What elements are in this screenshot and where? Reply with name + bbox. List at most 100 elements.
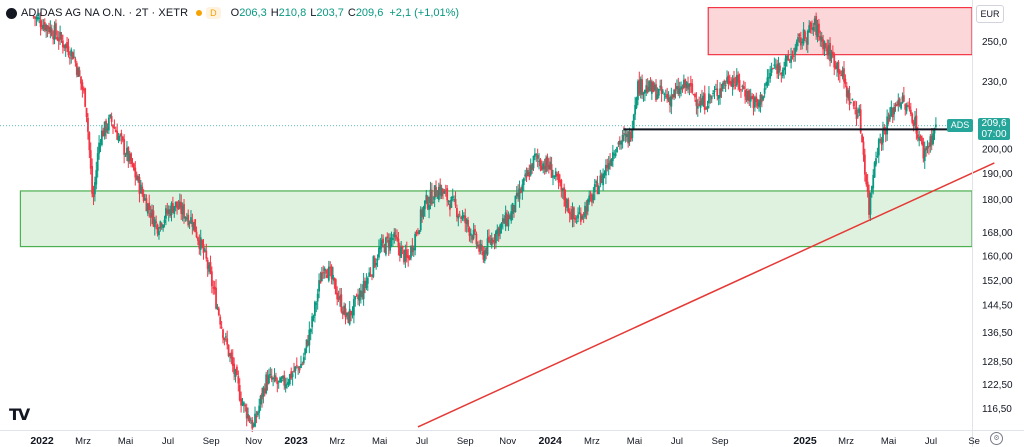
candle-body xyxy=(716,88,719,96)
candle-body xyxy=(100,130,103,145)
candle-body xyxy=(591,194,593,203)
candle-body xyxy=(428,204,430,210)
settings-gear-icon[interactable]: ⚙ xyxy=(990,432,1003,445)
trend-line[interactable] xyxy=(417,162,995,428)
candle-body xyxy=(556,174,559,177)
candle-body xyxy=(602,173,605,186)
candle-body xyxy=(389,237,391,251)
candle-body xyxy=(706,106,709,110)
candle-body xyxy=(237,376,240,384)
candle-body xyxy=(151,209,153,217)
candle-body xyxy=(319,280,322,284)
candle-body xyxy=(934,124,937,127)
resistance-zone[interactable] xyxy=(707,6,973,56)
candle-body xyxy=(436,197,439,199)
candle-body xyxy=(776,64,779,74)
x-tick-label: Mai xyxy=(881,436,896,447)
candle-body xyxy=(408,257,411,260)
symbol-title[interactable]: ADIDAS AG NA O.N. · 2T · XETR xyxy=(21,7,189,19)
candle-body xyxy=(117,135,120,142)
candle-body xyxy=(394,235,397,238)
candle-body xyxy=(41,27,43,29)
candle-body xyxy=(600,174,603,183)
candle-body xyxy=(826,47,829,55)
candle-body xyxy=(738,79,741,90)
candle-body xyxy=(692,94,695,96)
candle-body xyxy=(142,194,145,201)
candle-body xyxy=(305,339,308,348)
candle-body xyxy=(563,187,566,200)
candle-body xyxy=(677,85,680,95)
candle-body xyxy=(813,18,816,25)
candle-body xyxy=(862,141,865,155)
candle-body xyxy=(347,312,350,323)
x-tick-label: Mai xyxy=(627,436,642,447)
candle-body xyxy=(68,57,71,59)
candle-body xyxy=(696,105,699,109)
candle-body xyxy=(318,280,320,292)
candle-body xyxy=(419,209,422,231)
candle-body xyxy=(201,240,204,246)
candle-body xyxy=(194,219,197,233)
candle-body xyxy=(781,70,784,76)
candle-body xyxy=(238,385,241,401)
candle-body xyxy=(567,199,570,213)
candle-body xyxy=(107,117,110,131)
candle-body xyxy=(902,95,905,102)
candle-body xyxy=(261,393,263,400)
candle-body xyxy=(680,86,682,90)
candle-body xyxy=(838,70,841,75)
tradingview-logo-icon[interactable]: TV xyxy=(9,405,30,424)
candle-body xyxy=(102,130,105,137)
candle-body xyxy=(604,165,607,176)
candle-body xyxy=(499,225,501,234)
candle-body xyxy=(215,287,217,309)
candle-body xyxy=(514,195,517,213)
candle-body xyxy=(148,202,151,211)
candle-body xyxy=(138,176,141,194)
candle-body xyxy=(546,156,549,167)
candle-body xyxy=(191,220,194,227)
candle-body xyxy=(284,384,287,389)
candle-body xyxy=(890,106,893,116)
last-price-tag: 209,6 07:00 xyxy=(978,118,1010,140)
candle-body xyxy=(486,238,489,255)
candle-body xyxy=(252,424,255,427)
candle-body xyxy=(511,203,514,214)
candle-body xyxy=(653,84,656,91)
candle-body xyxy=(833,53,836,68)
candle-body xyxy=(496,228,499,235)
candle-body xyxy=(676,86,678,90)
candle-body xyxy=(674,89,677,91)
candle-body xyxy=(709,95,712,97)
candle-body xyxy=(126,147,128,155)
candle-body xyxy=(852,101,855,107)
candle-body xyxy=(933,129,936,134)
candle-body xyxy=(53,25,56,40)
candle-body xyxy=(66,42,68,48)
candle-body xyxy=(504,212,507,227)
y-tick-label: 190,00 xyxy=(982,169,1013,180)
candle-body xyxy=(493,239,496,241)
candle-body xyxy=(620,141,623,145)
candle-body xyxy=(152,210,155,227)
candle-body xyxy=(209,262,212,273)
x-tick-label: Mrz xyxy=(838,436,854,447)
candle-body xyxy=(642,92,645,94)
candle-body xyxy=(495,231,497,244)
x-tick-label: Mrz xyxy=(75,436,91,447)
candle-body xyxy=(908,106,911,110)
y-tick-label: 250,0 xyxy=(982,37,1007,48)
candle-body xyxy=(57,38,60,42)
candle-body xyxy=(723,80,726,85)
candle-body xyxy=(489,240,492,244)
candle-body xyxy=(506,214,508,226)
candle-body xyxy=(811,27,813,30)
candle-body xyxy=(610,159,613,166)
candle-body xyxy=(105,120,107,133)
candle-body xyxy=(834,65,837,69)
candle-body xyxy=(263,388,266,394)
currency-button[interactable]: EUR xyxy=(976,5,1004,23)
candle-body xyxy=(932,133,934,144)
